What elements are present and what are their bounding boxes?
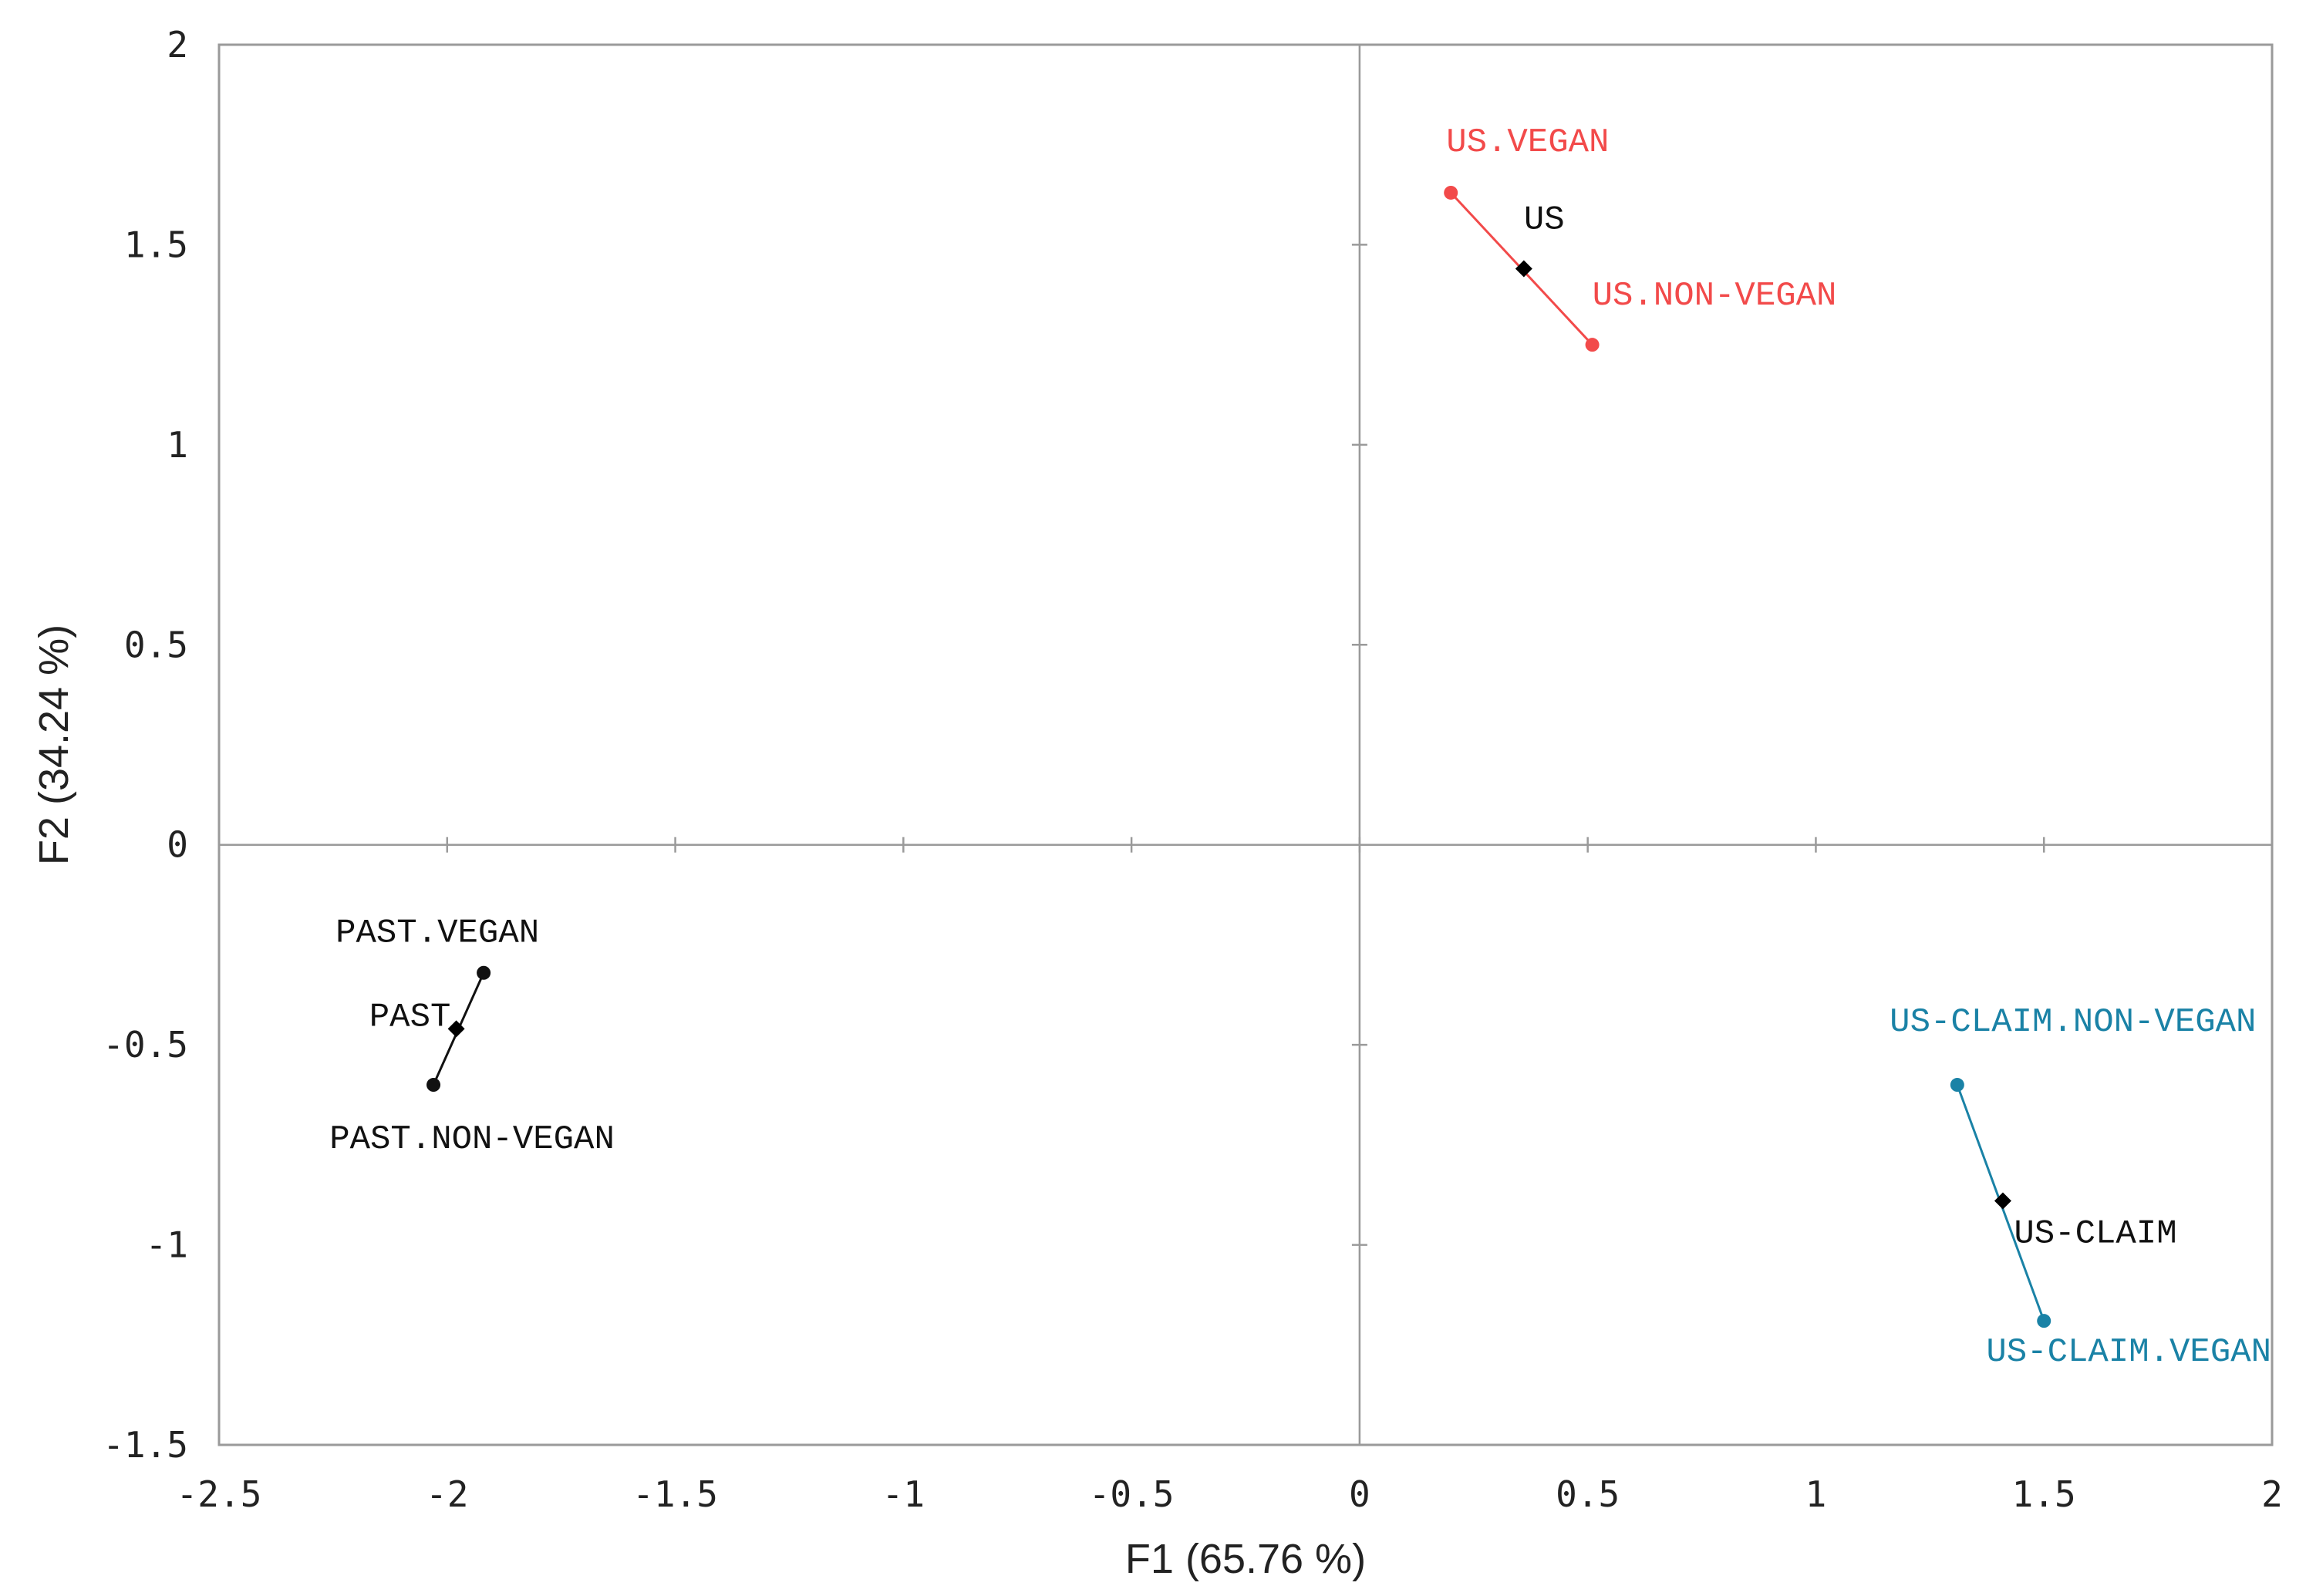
center-point (447, 1020, 465, 1038)
x-tick-label: -2 (426, 1473, 468, 1515)
data-point (1950, 1078, 1964, 1093)
y-tick-label: 0 (167, 824, 188, 866)
origin-lines (219, 45, 2272, 1445)
x-axis-ticks: -2.5 -2 -1.5 -1 -0.5 0 0.5 1 1.5 2 (177, 837, 2283, 1515)
y-tick-label: -1 (146, 1224, 188, 1266)
x-tick-label: 2 (2261, 1473, 2283, 1515)
x-tick-label: 1 (1805, 1473, 1827, 1515)
y-tick-label: -1.5 (103, 1424, 188, 1466)
y-axis-title: F2 (34.24 %) (31, 625, 77, 865)
center-point (1994, 1192, 2011, 1210)
data-point (426, 1078, 441, 1093)
x-axis-title: F1 (65.76 %) (1125, 1536, 1366, 1582)
y-tick-label: -0.5 (103, 1024, 188, 1066)
x-tick-label: -2.5 (177, 1473, 262, 1515)
y-tick-label: 1.5 (124, 224, 188, 265)
center-label: US-CLAIM (2014, 1214, 2176, 1253)
center-label: US (1524, 201, 1565, 240)
data-point (2037, 1314, 2051, 1328)
series-layer: US.VEGAN US.NON-VEGAN US US-CLAIM.NON-VEGAN… (329, 123, 2271, 1372)
y-tick-label: 0.5 (124, 624, 188, 665)
x-tick-label: -0.5 (1089, 1473, 1175, 1515)
point-label: PAST.NON-VEGAN (329, 1120, 615, 1159)
plot-frame (217, 43, 2274, 1446)
x-tick-label: 0.5 (1556, 1473, 1620, 1515)
point-group: US.VEGAN US.NON-VEGAN US (1444, 123, 1836, 352)
data-point (1585, 338, 1600, 352)
point-label: US.VEGAN (1446, 123, 1609, 162)
x-tick-label: 0 (1349, 1473, 1370, 1515)
x-tick-label: -1 (882, 1473, 925, 1515)
y-tick-label: 2 (167, 24, 188, 66)
point-group: PAST.VEGAN PAST.NON-VEGAN PAST (329, 914, 615, 1159)
point-label: US-CLAIM.NON-VEGAN (1890, 1003, 2256, 1042)
center-point (1515, 260, 1532, 278)
x-tick-label: 1.5 (2012, 1473, 2076, 1515)
data-point (477, 965, 491, 980)
point-group: US-CLAIM.NON-VEGAN US-CLAIM.VEGAN US-CLAIM (1890, 1003, 2271, 1372)
y-tick-label: 1 (167, 424, 188, 466)
point-label: US-CLAIM.VEGAN (1986, 1333, 2271, 1372)
point-label: PAST.VEGAN (335, 914, 539, 953)
data-point (1444, 185, 1458, 200)
y-axis-ticks: -1.5 -1 -0.5 0 0.5 1 1.5 2 (103, 24, 1367, 1466)
point-label: US.NON-VEGAN (1593, 277, 1837, 315)
x-tick-label: -1.5 (632, 1473, 718, 1515)
center-label: PAST (369, 998, 451, 1036)
